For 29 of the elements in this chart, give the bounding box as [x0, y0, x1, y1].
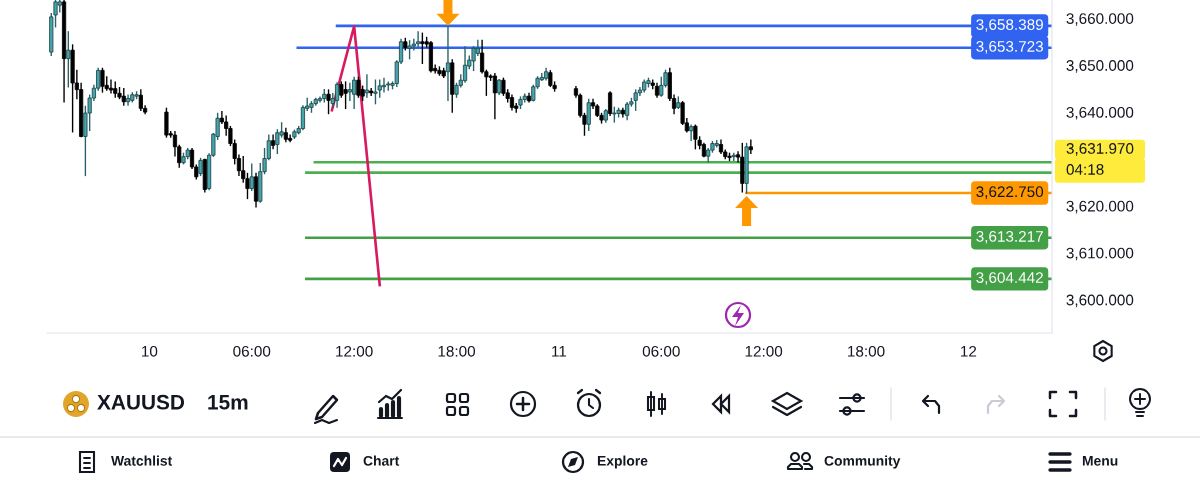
data-label: 3,658.389	[976, 19, 1043, 32]
text: Community	[824, 455, 901, 469]
text: 15m	[208, 395, 248, 410]
y-tick-label: 3,600.000	[1066, 294, 1134, 308]
x-tick-label: 06:00	[642, 345, 680, 357]
data-label: 3,622.750	[976, 186, 1044, 199]
data-label: 3,653.723	[976, 41, 1043, 54]
y-tick-label: 3,620.000	[1066, 200, 1134, 214]
x-tick-label: 12:00	[336, 345, 373, 357]
y-tick-label: 3,650.000	[1066, 60, 1134, 73]
text: 04:18	[1066, 164, 1104, 175]
y-tick-label: 3,610.000	[1066, 247, 1134, 261]
x-tick-label: 06:00	[233, 345, 271, 357]
x-tick-label: 10	[142, 345, 158, 357]
text: XAUUSD	[97, 394, 185, 410]
text: 3,631.970	[1066, 143, 1134, 156]
x-tick-label: 12:00	[745, 345, 783, 357]
text: Chart	[363, 455, 400, 466]
data-label: 3,604.442	[976, 272, 1043, 285]
text: Menu	[1082, 456, 1118, 466]
y-tick-label: 3,660.000	[1066, 13, 1134, 26]
text: Explore	[597, 455, 648, 469]
data-label: 3,613.217	[976, 230, 1043, 244]
text: Watchlist	[111, 455, 173, 466]
y-tick-label: 3,640.000	[1066, 106, 1134, 120]
x-tick-label: 18:00	[438, 345, 476, 357]
x-tick-label: 18:00	[848, 345, 885, 357]
x-tick-label: 11	[552, 346, 567, 357]
x-tick-label: 12	[961, 345, 977, 357]
